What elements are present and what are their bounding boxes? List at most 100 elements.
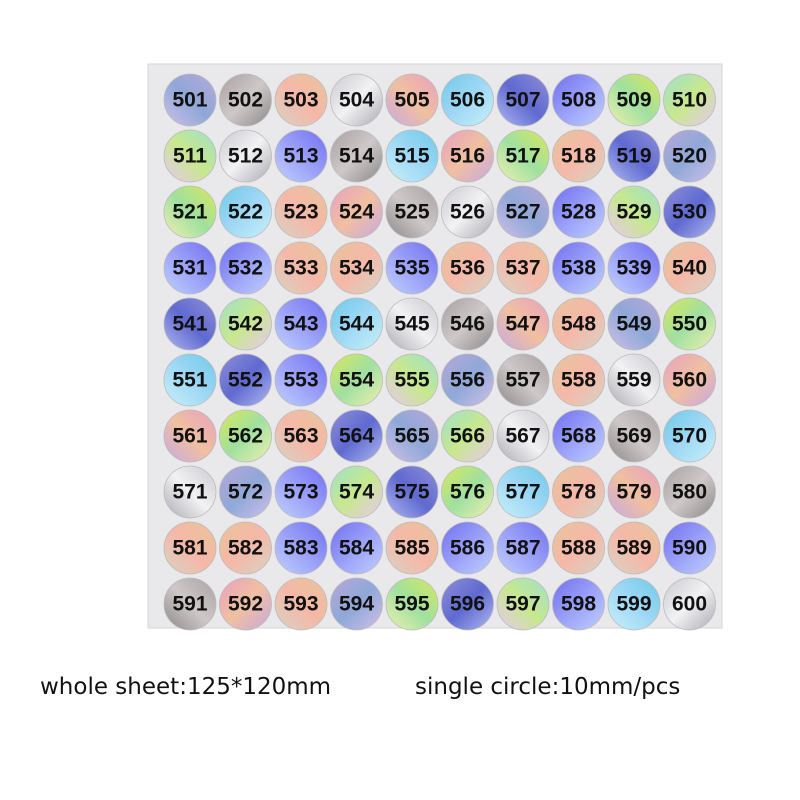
sticker xyxy=(163,241,217,295)
sticker-number: 571 xyxy=(172,481,207,504)
sticker xyxy=(441,241,494,295)
sticker xyxy=(274,465,328,519)
sticker xyxy=(330,409,383,463)
sticker-number: 595 xyxy=(394,593,429,616)
sticker xyxy=(219,129,272,183)
sticker xyxy=(163,521,217,575)
sticker-number: 506 xyxy=(450,89,485,112)
sticker-number: 530 xyxy=(672,201,707,224)
sticker-number: 589 xyxy=(616,537,651,560)
sticker-number: 507 xyxy=(505,89,540,112)
sticker-number: 532 xyxy=(228,257,263,280)
sticker-number: 511 xyxy=(173,145,207,168)
sticker-number: 586 xyxy=(450,537,485,560)
sticker-number: 540 xyxy=(672,257,707,280)
sticker-number: 503 xyxy=(283,89,318,112)
sticker xyxy=(663,577,716,631)
sticker xyxy=(552,465,605,519)
sticker xyxy=(385,521,439,575)
sticker xyxy=(496,521,550,575)
sticker-number: 512 xyxy=(228,145,263,168)
sticker xyxy=(385,297,439,351)
sticker xyxy=(163,577,217,631)
sticker xyxy=(663,409,716,463)
sticker xyxy=(219,241,272,295)
sticker-number: 550 xyxy=(672,313,707,336)
sticker xyxy=(385,129,439,183)
sticker-number: 573 xyxy=(283,481,318,504)
sticker-number: 519 xyxy=(616,145,651,168)
sticker xyxy=(163,465,217,519)
sticker-number: 598 xyxy=(561,593,596,616)
sticker-number: 577 xyxy=(505,481,540,504)
sticker-number: 548 xyxy=(561,313,596,336)
sticker-number: 525 xyxy=(394,201,429,224)
sticker-number: 533 xyxy=(283,257,318,280)
sticker xyxy=(607,465,661,519)
sticker-number: 551 xyxy=(172,369,207,392)
sticker-number: 560 xyxy=(672,369,707,392)
sticker xyxy=(274,185,328,239)
sticker-number: 552 xyxy=(228,369,263,392)
sticker xyxy=(274,577,328,631)
sticker xyxy=(552,129,605,183)
sticker-number: 516 xyxy=(450,145,485,168)
sticker xyxy=(607,521,661,575)
sticker-number: 569 xyxy=(616,425,651,448)
sticker xyxy=(607,73,661,127)
sticker xyxy=(330,465,383,519)
sticker xyxy=(330,521,383,575)
sticker-number: 564 xyxy=(339,425,374,448)
caption-whole-sheet: whole sheet:125*120mm xyxy=(40,674,332,700)
sticker xyxy=(607,241,661,295)
sticker xyxy=(219,73,272,127)
sticker xyxy=(663,185,716,239)
sticker xyxy=(441,465,494,519)
sticker xyxy=(552,353,605,407)
sticker xyxy=(330,129,383,183)
sticker-number: 514 xyxy=(339,145,374,168)
sticker xyxy=(330,241,383,295)
sticker-number: 541 xyxy=(172,313,207,336)
sticker-number: 570 xyxy=(672,425,707,448)
sticker xyxy=(441,521,494,575)
sticker xyxy=(552,577,605,631)
sticker-number: 559 xyxy=(616,369,651,392)
sticker-number: 587 xyxy=(505,537,540,560)
sticker xyxy=(163,73,217,127)
sticker-number: 529 xyxy=(616,201,651,224)
sticker xyxy=(219,185,272,239)
sticker xyxy=(496,577,550,631)
sticker-number: 578 xyxy=(561,481,596,504)
sticker-number: 568 xyxy=(561,425,596,448)
sticker xyxy=(330,73,383,127)
sticker-number: 591 xyxy=(172,593,207,616)
caption-single-circle: single circle:10mm/pcs xyxy=(415,674,681,700)
sticker-number: 557 xyxy=(505,369,540,392)
sticker-number: 582 xyxy=(228,537,263,560)
sticker xyxy=(607,185,661,239)
sticker xyxy=(663,241,716,295)
sticker-number: 538 xyxy=(561,257,596,280)
sticker xyxy=(274,129,328,183)
sticker-number: 561 xyxy=(172,425,207,448)
sticker-number: 565 xyxy=(394,425,429,448)
sticker-number: 536 xyxy=(450,257,485,280)
sticker-number: 526 xyxy=(450,201,485,224)
sticker-number: 518 xyxy=(561,145,596,168)
sticker xyxy=(607,409,661,463)
sticker-number: 590 xyxy=(672,537,707,560)
sticker xyxy=(663,353,716,407)
sticker-number: 581 xyxy=(172,537,207,560)
sticker-number: 594 xyxy=(339,593,374,616)
sticker-number: 588 xyxy=(561,537,596,560)
sticker xyxy=(330,577,383,631)
sticker-number: 501 xyxy=(172,89,207,112)
sticker-number: 553 xyxy=(283,369,318,392)
sticker xyxy=(607,577,661,631)
sticker-number: 555 xyxy=(394,369,429,392)
sticker xyxy=(607,353,661,407)
sticker xyxy=(663,465,716,519)
sticker xyxy=(219,577,272,631)
